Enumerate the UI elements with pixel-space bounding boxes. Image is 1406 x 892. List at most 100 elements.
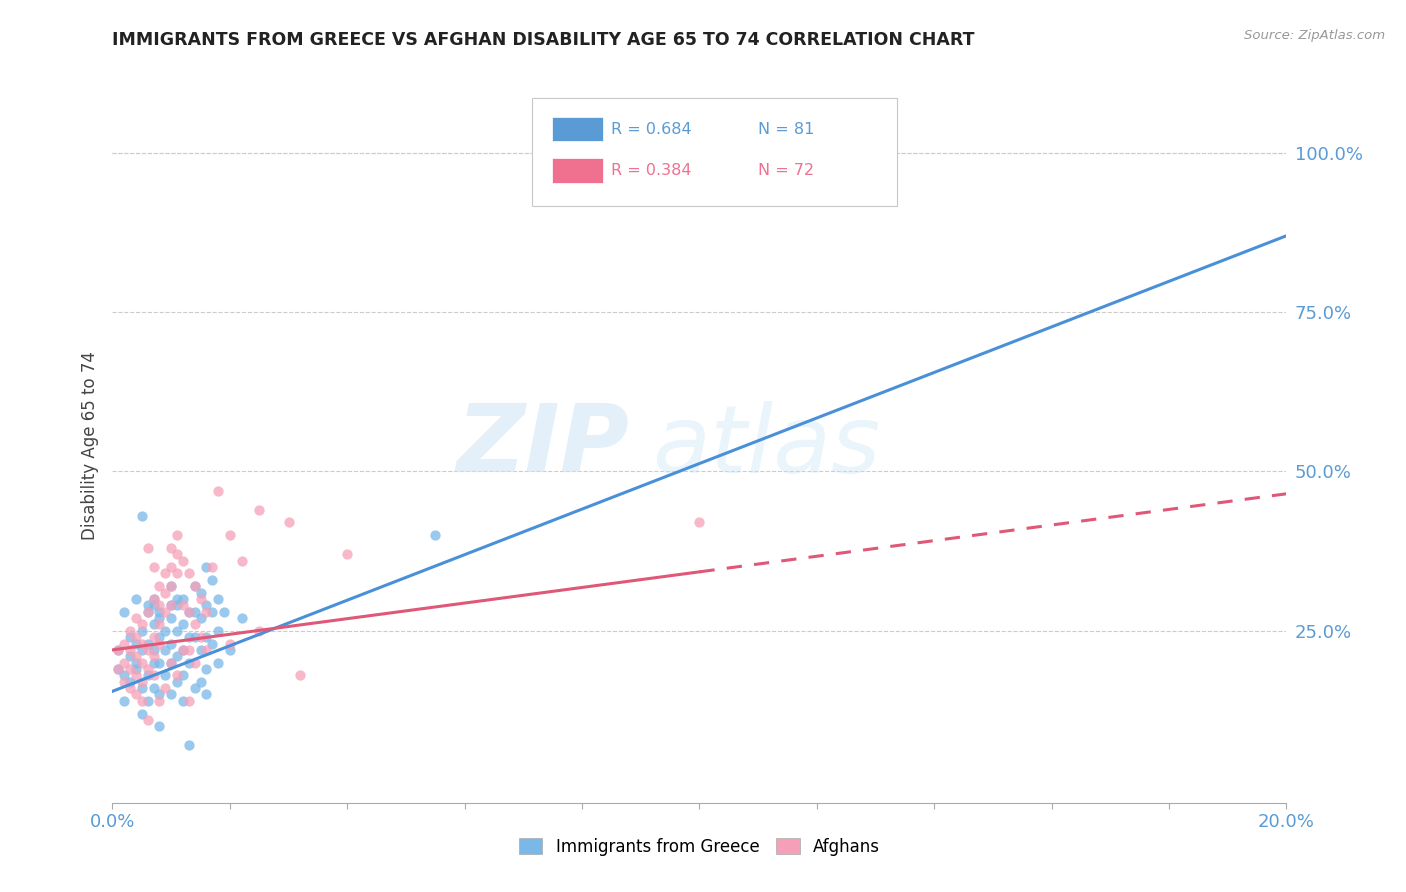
Point [183,579,205,593]
Point [172,554,194,568]
Point [177,605,200,619]
Point [142,591,165,606]
Point [120,681,142,695]
Point [160,579,183,593]
Point [131,656,153,670]
Point [277,516,299,530]
Point [865,133,887,147]
Point [177,630,200,644]
Point [142,643,165,657]
Point [148,656,170,670]
Text: R = 0.684: R = 0.684 [612,121,692,136]
Point [190,585,212,599]
Point [183,656,205,670]
Point [172,668,194,682]
Text: IMMIGRANTS FROM GREECE VS AFGHAN DISABILITY AGE 65 TO 74 CORRELATION CHART: IMMIGRANTS FROM GREECE VS AFGHAN DISABIL… [112,31,974,49]
Point [172,591,194,606]
Point [183,630,205,644]
Point [207,591,229,606]
Point [125,649,148,664]
Point [190,674,212,689]
Point [195,560,218,574]
Point [425,528,447,542]
Point [107,662,129,676]
Point [131,674,153,689]
Point [148,630,170,644]
Text: N = 81: N = 81 [758,121,814,136]
Point [689,516,711,530]
FancyBboxPatch shape [551,159,603,183]
Legend: Immigrants from Greece, Afghans: Immigrants from Greece, Afghans [512,831,887,863]
Point [218,528,242,542]
Point [142,681,165,695]
Point [136,541,159,555]
Point [160,656,183,670]
Point [177,643,200,657]
Point [166,674,188,689]
Point [131,694,153,708]
Point [177,656,200,670]
Point [247,624,270,638]
Point [218,643,242,657]
Point [166,624,188,638]
Point [190,591,212,606]
Point [142,560,165,574]
Point [172,694,194,708]
Point [195,688,218,702]
Point [155,668,177,682]
Point [120,674,142,689]
Point [172,599,194,613]
Point [131,624,153,638]
Point [160,656,183,670]
Point [201,560,224,574]
Point [155,585,177,599]
Point [160,541,183,555]
Point [177,566,200,581]
Point [120,630,142,644]
Point [231,554,253,568]
Point [136,605,159,619]
Point [125,630,148,644]
Point [142,617,165,632]
Point [120,624,142,638]
Point [207,656,229,670]
Point [166,591,188,606]
Point [160,688,183,702]
Point [190,630,212,644]
Point [155,643,177,657]
Point [155,681,177,695]
Point [107,662,129,676]
Point [207,483,229,498]
Point [131,617,153,632]
Point [231,611,253,625]
Point [148,599,170,613]
Point [142,649,165,664]
Point [201,636,224,650]
Point [131,636,153,650]
Point [195,599,218,613]
Point [183,617,205,632]
Point [201,573,224,587]
Point [125,591,148,606]
Point [172,617,194,632]
Point [166,566,188,581]
Point [148,611,170,625]
Point [136,636,159,650]
Point [148,617,170,632]
Point [112,636,135,650]
Point [160,560,183,574]
Point [207,624,229,638]
FancyBboxPatch shape [551,117,603,141]
Point [112,668,135,682]
Point [136,605,159,619]
Point [190,643,212,657]
Point [125,656,148,670]
Point [120,643,142,657]
Point [166,528,188,542]
Point [166,649,188,664]
Point [142,591,165,606]
Point [142,599,165,613]
Point [155,624,177,638]
Point [166,599,188,613]
Point [136,668,159,682]
